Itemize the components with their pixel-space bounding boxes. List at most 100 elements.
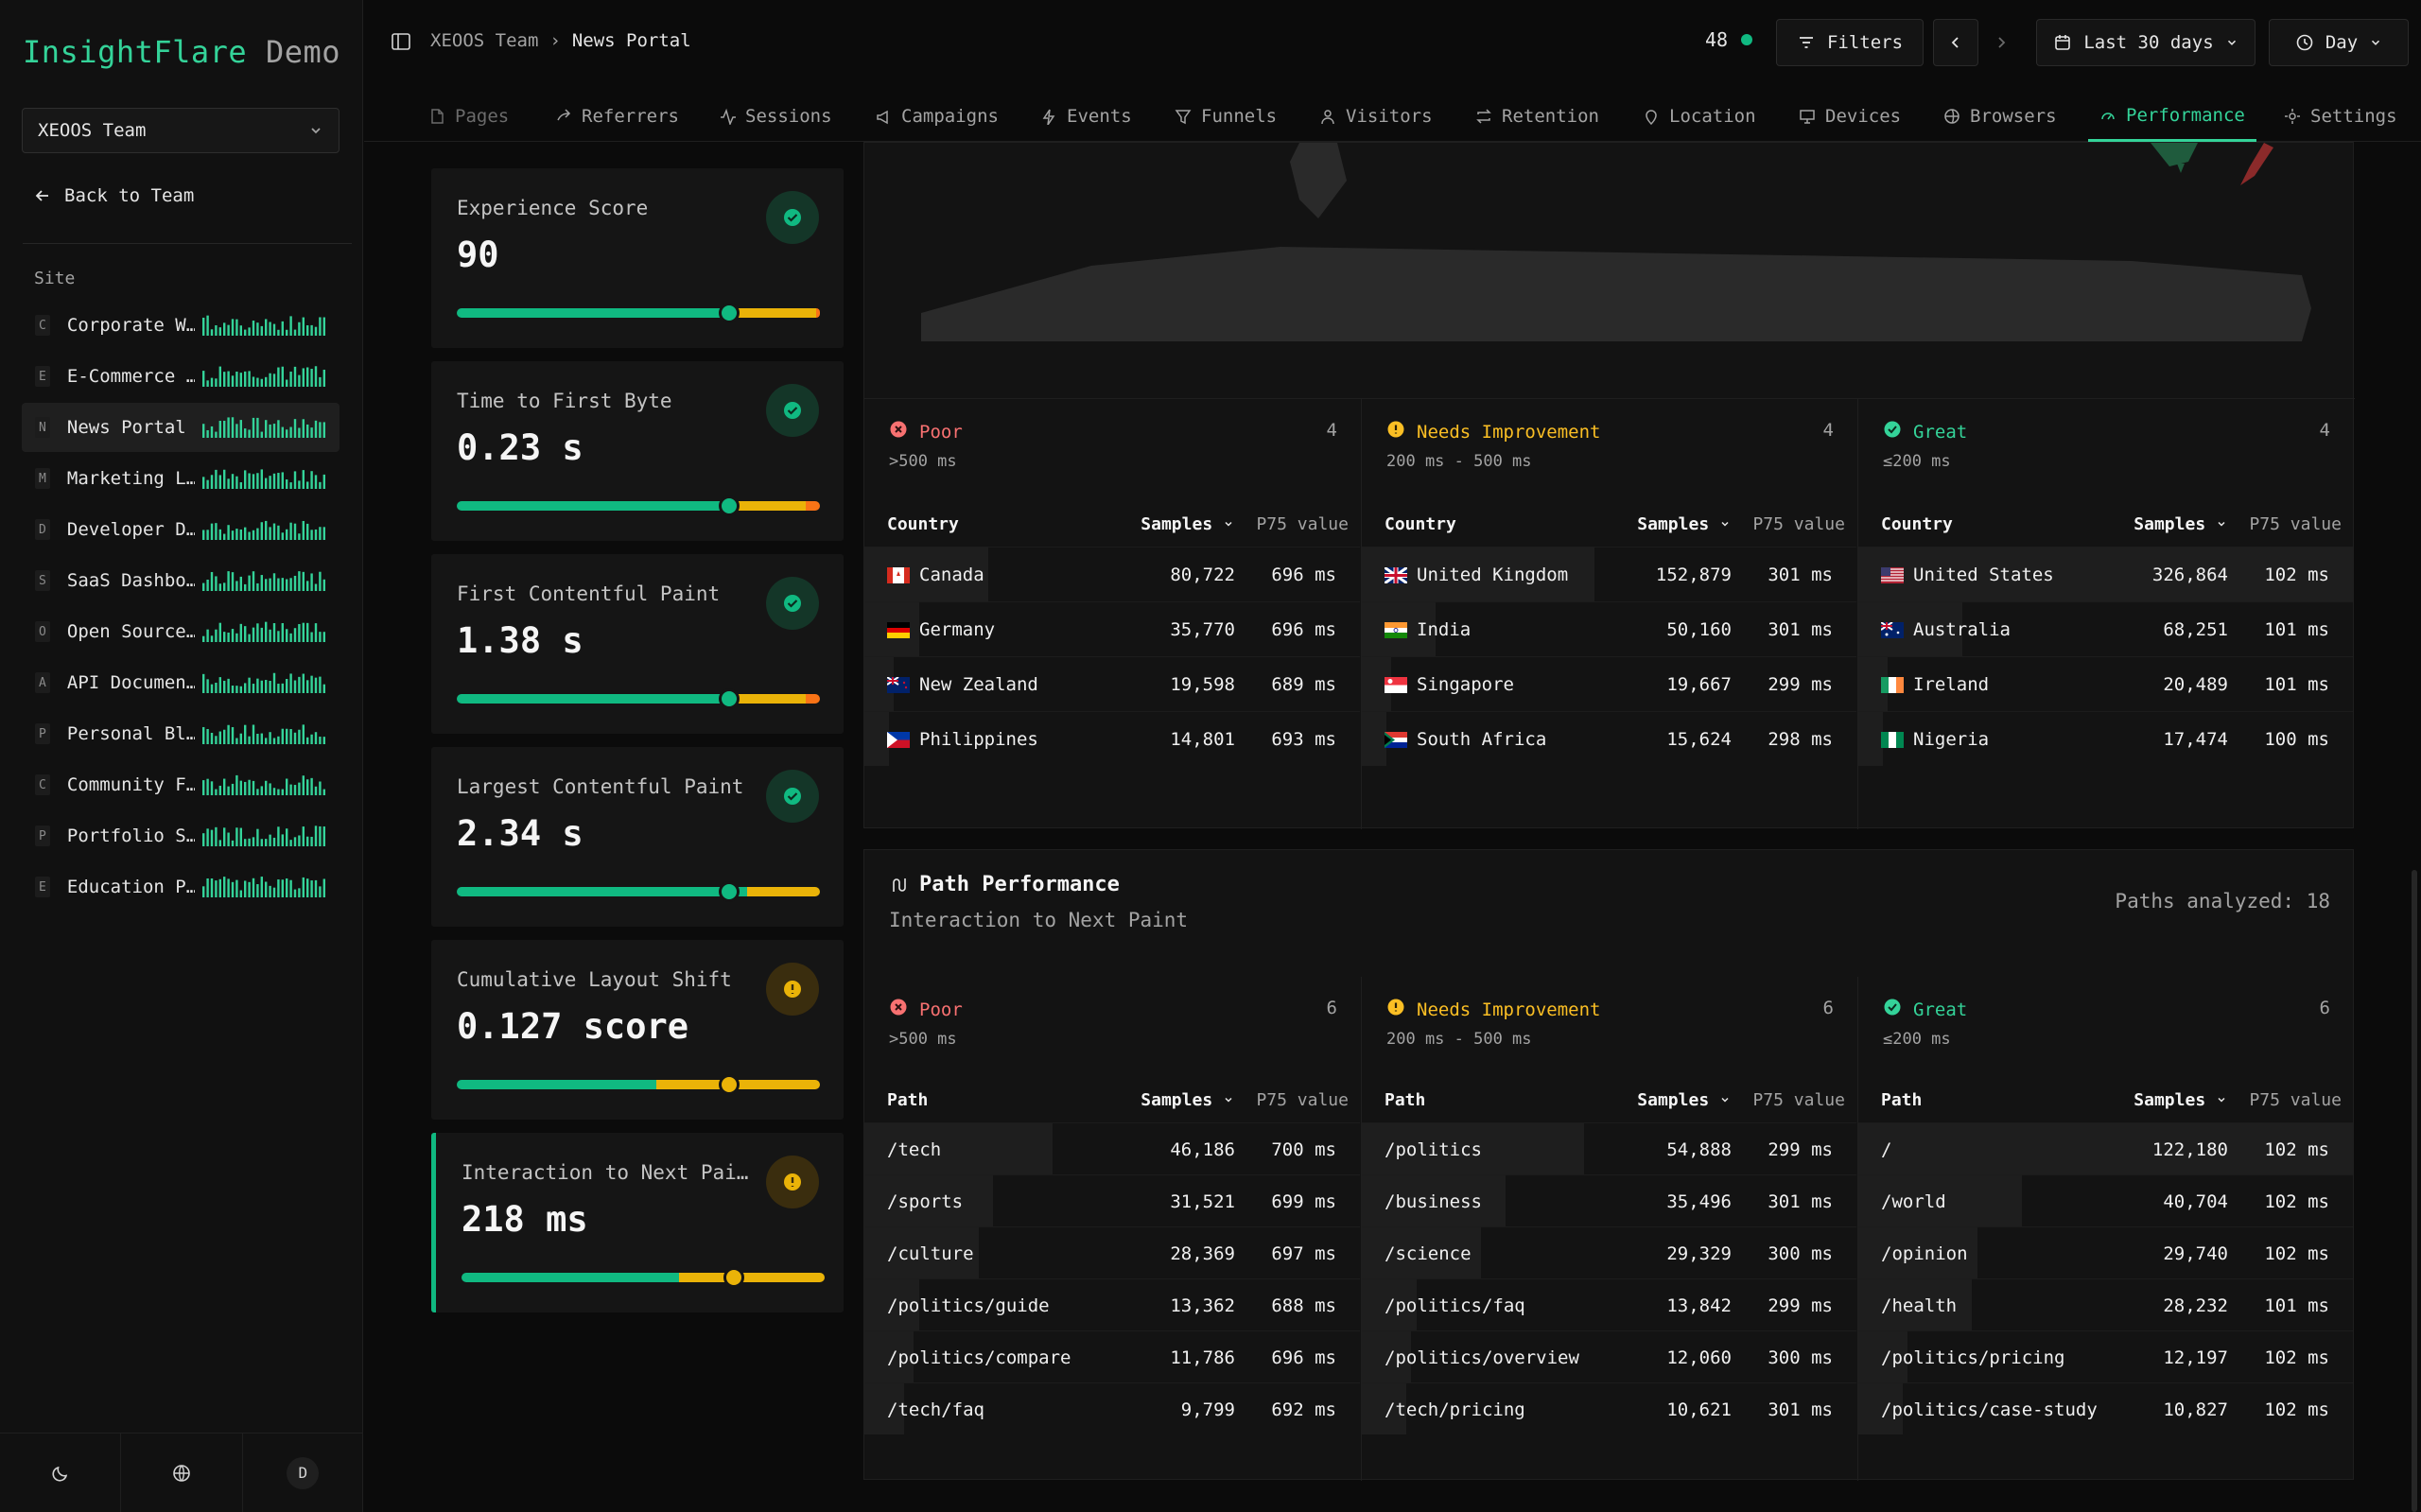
- alert-circle-icon: [766, 963, 819, 1016]
- table-row[interactable]: Nigeria 17,474 100 ms: [1858, 711, 2353, 766]
- breadcrumb-team[interactable]: XEOOS Team: [430, 30, 539, 51]
- sidebar-site-item[interactable]: A API Documen…: [22, 658, 340, 707]
- table-row[interactable]: Germany 35,770 696 ms: [864, 601, 1360, 656]
- table-row[interactable]: Canada 80,722 696 ms: [864, 547, 1360, 601]
- date-range-select[interactable]: Last 30 days: [2036, 19, 2256, 66]
- world-map[interactable]: [902, 143, 2321, 360]
- status-heading: Poor: [889, 998, 963, 1021]
- table-row[interactable]: New Zealand 19,598 689 ms: [864, 656, 1360, 711]
- tab-campaigns[interactable]: Campaigns: [875, 91, 999, 142]
- tab-settings[interactable]: Settings: [2284, 91, 2397, 142]
- sidebar-site-item[interactable]: C Corporate W…: [22, 301, 340, 350]
- column-header-samples[interactable]: Samples: [1141, 1090, 1234, 1110]
- tab-location[interactable]: Location: [1643, 91, 1756, 142]
- column-header-samples[interactable]: Samples: [1637, 1090, 1731, 1110]
- spark-bar: [322, 527, 325, 540]
- page-scrollbar[interactable]: [2412, 870, 2417, 1512]
- sidebar-site-item[interactable]: N News Portal: [22, 403, 340, 452]
- table-row[interactable]: / 122,180 102 ms: [1858, 1122, 2353, 1174]
- tab-pages[interactable]: Pages: [428, 91, 509, 142]
- spark-bar: [231, 629, 235, 642]
- row-name: Canada: [887, 565, 984, 585]
- sidebar-site-item[interactable]: E E-Commerce …: [22, 352, 340, 401]
- table-row[interactable]: /politics/compare 11,786 696 ms: [864, 1330, 1360, 1382]
- column-header-samples[interactable]: Samples: [1637, 514, 1731, 534]
- table-row[interactable]: /science 29,329 300 ms: [1362, 1226, 1856, 1278]
- metric-card[interactable]: First Contentful Paint 1.38 s: [431, 554, 844, 734]
- share-bar: [1362, 1331, 1412, 1382]
- language-button[interactable]: [121, 1433, 243, 1512]
- sidebar-site-item[interactable]: S SaaS Dashbo…: [22, 556, 340, 605]
- sidebar-site-item[interactable]: C Community F…: [22, 760, 340, 809]
- table-row[interactable]: Ireland 20,489 101 ms: [1858, 656, 2353, 711]
- sidebar-site-item[interactable]: P Portfolio S…: [22, 811, 340, 860]
- sidebar-site-item[interactable]: D Developer D…: [22, 505, 340, 554]
- table-row[interactable]: United States 326,864 102 ms: [1858, 547, 2353, 601]
- next-period-button[interactable]: [1979, 19, 2023, 66]
- user-menu-button[interactable]: D: [243, 1434, 363, 1512]
- table-row[interactable]: /politics 54,888 299 ms: [1362, 1122, 1856, 1174]
- tab-performance[interactable]: Performance: [2088, 91, 2256, 142]
- filters-button[interactable]: Filters: [1776, 19, 1924, 66]
- tab-browsers[interactable]: Browsers: [1943, 91, 2057, 142]
- metric-card[interactable]: Cumulative Layout Shift 0.127 score: [431, 940, 844, 1120]
- table-row[interactable]: /tech 46,186 700 ms: [864, 1122, 1360, 1174]
- spark-bar: [227, 571, 230, 591]
- sidebar-site-item[interactable]: M Marketing L…: [22, 454, 340, 503]
- status-heading: Great: [1883, 420, 1967, 443]
- table-row[interactable]: /tech/pricing 10,621 301 ms: [1362, 1382, 1856, 1434]
- table-row[interactable]: /culture 28,369 697 ms: [864, 1226, 1360, 1278]
- tab-funnels[interactable]: Funnels: [1175, 91, 1277, 142]
- row-name-text: /tech/pricing: [1385, 1399, 1525, 1420]
- site-name: Personal Bl…: [66, 723, 195, 744]
- table-row[interactable]: /world 40,704 102 ms: [1858, 1174, 2353, 1226]
- brand-logo[interactable]: InsightFlare Demo: [23, 34, 340, 70]
- tab-devices[interactable]: Devices: [1799, 91, 1901, 142]
- back-to-team-link[interactable]: Back to Team: [34, 185, 194, 206]
- table-row[interactable]: /tech/faq 9,799 692 ms: [864, 1382, 1360, 1434]
- row-p75: 102 ms: [2264, 1243, 2329, 1264]
- sidebar-site-item[interactable]: O Open Source…: [22, 607, 340, 656]
- metric-card[interactable]: Time to First Byte 0.23 s: [431, 361, 844, 541]
- table-row[interactable]: /opinion 29,740 102 ms: [1858, 1226, 2353, 1278]
- sidebar-toggle-icon[interactable]: [391, 31, 411, 52]
- team-select[interactable]: XEOOS Team: [22, 108, 340, 153]
- spark-bar: [206, 778, 209, 795]
- table-row[interactable]: /business 35,496 301 ms: [1362, 1174, 1856, 1226]
- spark-bar: [231, 530, 235, 540]
- spark-bar: [252, 780, 255, 795]
- flag-us-icon: [1881, 566, 1904, 583]
- metric-card[interactable]: Interaction to Next Pai… 218 ms: [431, 1133, 844, 1312]
- tab-referrers[interactable]: Referrers: [555, 91, 679, 142]
- column-header-samples[interactable]: Samples: [2134, 1090, 2227, 1110]
- table-row[interactable]: /politics/guide 13,362 688 ms: [864, 1278, 1360, 1330]
- tab-sessions[interactable]: Sessions: [719, 91, 832, 142]
- table-row[interactable]: South Africa 15,624 298 ms: [1362, 711, 1856, 766]
- metric-card[interactable]: Largest Contentful Paint 2.34 s: [431, 747, 844, 927]
- table-row[interactable]: /health 28,232 101 ms: [1858, 1278, 2353, 1330]
- table-row[interactable]: Australia 68,251 101 ms: [1858, 601, 2353, 656]
- table-row[interactable]: /politics/overview 12,060 300 ms: [1362, 1330, 1856, 1382]
- table-row[interactable]: India 50,160 301 ms: [1362, 601, 1856, 656]
- spark-bar: [227, 878, 230, 897]
- column-header-p75: P75 value: [1256, 1090, 1349, 1110]
- table-row[interactable]: Singapore 19,667 299 ms: [1362, 656, 1856, 711]
- theme-toggle-button[interactable]: [0, 1433, 122, 1512]
- metric-card[interactable]: Experience Score 90: [431, 168, 844, 348]
- table-row[interactable]: /politics/case-study 10,827 102 ms: [1858, 1382, 2353, 1434]
- tab-events[interactable]: Events: [1040, 91, 1132, 142]
- sidebar-site-item[interactable]: P Personal Bl…: [22, 709, 340, 758]
- table-row[interactable]: /sports 31,521 699 ms: [864, 1174, 1360, 1226]
- column-header-samples[interactable]: Samples: [1141, 514, 1234, 534]
- table-row[interactable]: /politics/pricing 12,197 102 ms: [1858, 1330, 2353, 1382]
- tab-visitors[interactable]: Visitors: [1319, 91, 1433, 142]
- granularity-select[interactable]: Day: [2269, 19, 2409, 66]
- row-name: /culture: [887, 1243, 974, 1264]
- table-row[interactable]: United Kingdom 152,879 301 ms: [1362, 547, 1856, 601]
- tab-retention[interactable]: Retention: [1475, 91, 1599, 142]
- prev-period-button[interactable]: [1933, 19, 1978, 66]
- sidebar-site-item[interactable]: E Education P…: [22, 862, 340, 912]
- column-header-samples[interactable]: Samples: [2134, 514, 2227, 534]
- table-row[interactable]: /politics/faq 13,842 299 ms: [1362, 1278, 1856, 1330]
- table-row[interactable]: Philippines 14,801 693 ms: [864, 711, 1360, 766]
